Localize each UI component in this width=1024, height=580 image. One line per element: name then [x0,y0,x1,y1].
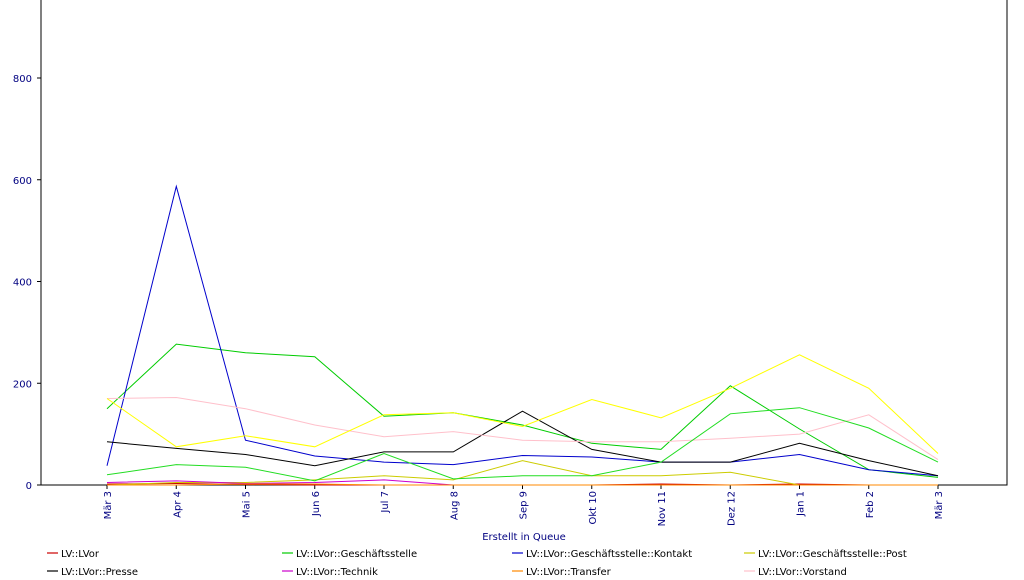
y-tick-label: 800 [13,74,32,85]
x-tick-label: Jun 6 [311,491,322,517]
x-tick-label: Jul 7 [380,491,391,514]
legend-entry: LV::LVor::Geschäftsstelle::Kontakt [526,549,692,560]
series-line [106,460,938,486]
x-tick-label: Okt 10 [588,491,599,525]
legend-entry: LV::LVor::Presse [61,567,138,576]
x-tick-label: Feb 2 [865,491,876,518]
y-tick-label: 400 [13,278,32,289]
x-tick-label: Mai 5 [242,491,253,518]
y-tick-label: 600 [13,176,32,187]
legend-entry: LV::LVor::Geschäftsstelle::Post [758,549,907,560]
series-line [106,354,939,454]
series-line [106,343,939,478]
legend-entry: LV::LVor [61,549,100,560]
x-tick-label: Dez 12 [726,491,737,526]
series-line [106,410,939,477]
series-line [106,407,939,482]
x-tick-label: Sep 9 [519,491,530,519]
x-tick-label: Jan 1 [796,491,807,517]
x-tick-label: Apr 4 [172,491,183,518]
series-line [107,483,938,486]
y-tick-label: 0 [26,481,32,492]
x-tick-label: Nov 11 [657,491,668,526]
y-tick-label: 200 [13,379,32,390]
series-line [106,184,939,477]
series-line [106,396,939,461]
x-tick-label: Mär 3 [103,491,114,519]
legend-entry: LV::LVor::Technik [296,567,378,576]
x-axis-title: Erstellt in Queue [482,532,566,543]
legend-entry: LV::LVor::Vorstand [758,567,847,576]
x-tick-label: Mär 3 [934,491,945,519]
x-tick-label: Aug 8 [449,491,460,520]
series-layer [106,184,939,486]
legend: LV::LVor LV::LVor::Geschäftsstelle LV::LVo… [47,549,907,578]
legend-entry: LV::LVor::Geschäftsstelle [296,549,417,560]
legend-entry: LV::LVor::Transfer [526,567,612,576]
axes: 0 200 400 600 800 Mär 3 Apr 4 Mai 5 Jun 6 Jul 7 Au… [13,0,1008,543]
